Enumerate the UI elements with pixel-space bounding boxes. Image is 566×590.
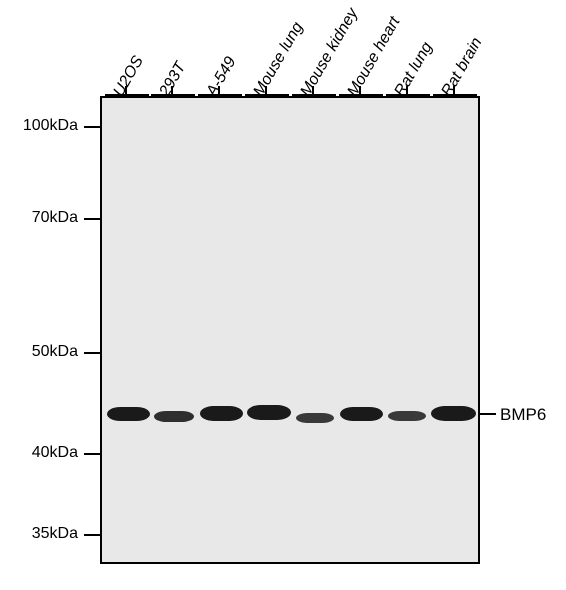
protein-band-label: BMP6	[500, 405, 546, 425]
mw-label: 40kDa	[6, 444, 78, 462]
mw-label: 35kDa	[6, 525, 78, 543]
mw-label: 100kDa	[6, 117, 78, 135]
band-label-tick	[480, 413, 496, 415]
lane-label: U2OS	[110, 53, 147, 100]
mw-tick	[84, 534, 100, 536]
mw-tick	[84, 352, 100, 354]
mw-tick	[84, 126, 100, 128]
mw-label: 70kDa	[6, 209, 78, 227]
blot-frame	[100, 96, 480, 564]
mw-tick	[84, 453, 100, 455]
lane-label: Rat lung	[391, 39, 436, 100]
mw-label: 50kDa	[6, 343, 78, 361]
mw-tick	[84, 218, 100, 220]
lane-label: Rat brain	[438, 35, 486, 100]
